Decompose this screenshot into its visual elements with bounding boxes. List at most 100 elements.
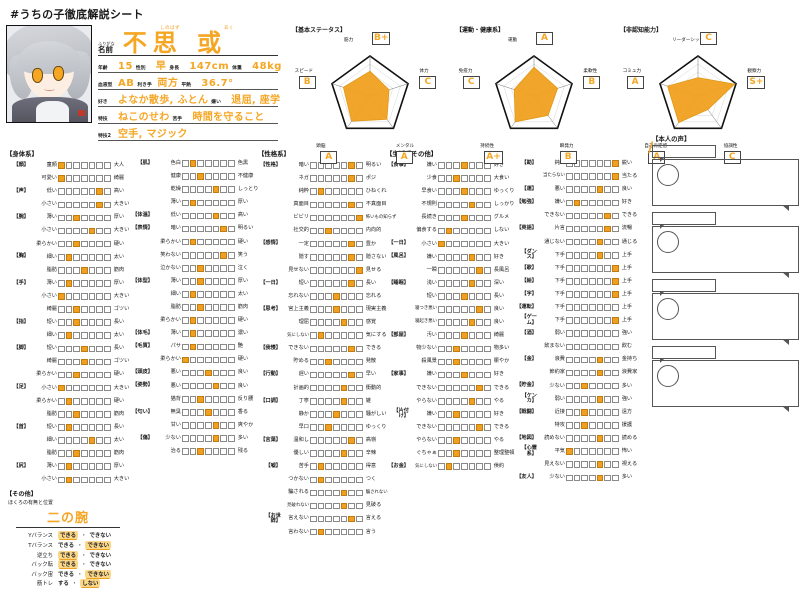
voice-text-bubble[interactable] bbox=[652, 226, 799, 278]
trait-checkbox[interactable] bbox=[333, 201, 340, 209]
trait-checkbox[interactable] bbox=[581, 343, 588, 351]
trait-checkbox[interactable] bbox=[325, 175, 332, 182]
trait-checkbox[interactable] bbox=[310, 214, 317, 222]
trait-checkbox[interactable] bbox=[453, 188, 460, 196]
trait-checkbox[interactable] bbox=[205, 422, 212, 429]
trait-checkbox[interactable] bbox=[96, 424, 104, 431]
trait-checkbox[interactable] bbox=[461, 437, 468, 444]
trait-checkbox[interactable] bbox=[461, 397, 468, 405]
trait-scale[interactable] bbox=[182, 160, 235, 167]
trait-scale[interactable] bbox=[310, 437, 363, 444]
trait-checkbox[interactable] bbox=[104, 358, 111, 366]
trait-checkbox[interactable] bbox=[310, 227, 317, 235]
trait-checkbox[interactable] bbox=[205, 291, 212, 298]
trait-checkbox[interactable] bbox=[96, 358, 104, 366]
trait-checkbox[interactable] bbox=[197, 330, 204, 338]
trait-scale[interactable] bbox=[438, 384, 491, 392]
trait-checkbox[interactable] bbox=[317, 345, 325, 353]
trait-checkbox[interactable] bbox=[325, 502, 332, 510]
trait-checkbox[interactable] bbox=[65, 476, 73, 484]
trait-scale[interactable] bbox=[438, 280, 491, 287]
trait-checkbox[interactable] bbox=[566, 369, 573, 377]
trait-checkbox[interactable] bbox=[438, 253, 445, 261]
trait-checkbox[interactable] bbox=[340, 188, 348, 196]
trait-checkbox[interactable] bbox=[205, 330, 212, 338]
trait-scale[interactable] bbox=[438, 358, 491, 366]
trait-checkbox[interactable] bbox=[65, 371, 73, 379]
voice-text-bubble[interactable] bbox=[652, 360, 799, 412]
trait-checkbox[interactable] bbox=[476, 267, 484, 274]
trait-checkbox[interactable] bbox=[356, 214, 363, 222]
trait-checkbox[interactable] bbox=[310, 371, 317, 379]
trait-checkbox[interactable] bbox=[189, 291, 197, 298]
trait-checkbox[interactable] bbox=[73, 175, 80, 182]
trait-checkbox[interactable] bbox=[325, 489, 332, 497]
trait-checkbox[interactable] bbox=[182, 238, 189, 246]
trait-checkbox[interactable] bbox=[197, 173, 204, 180]
trait-checkbox[interactable] bbox=[340, 358, 348, 366]
trait-checkbox[interactable] bbox=[73, 358, 80, 366]
trait-scale[interactable] bbox=[438, 267, 491, 274]
trait-checkbox[interactable] bbox=[461, 463, 468, 470]
trait-checkbox[interactable] bbox=[453, 437, 460, 444]
trait-checkbox[interactable] bbox=[104, 332, 111, 340]
trait-checkbox[interactable] bbox=[348, 371, 356, 379]
trait-checkbox[interactable] bbox=[581, 265, 588, 272]
trait-checkbox[interactable] bbox=[317, 240, 325, 248]
trait-checkbox[interactable] bbox=[58, 214, 65, 222]
trait-checkbox[interactable] bbox=[453, 319, 460, 326]
trait-checkbox[interactable] bbox=[581, 238, 588, 246]
trait-checkbox[interactable] bbox=[340, 384, 348, 392]
trait-checkbox[interactable] bbox=[317, 332, 325, 340]
trait-scale[interactable] bbox=[310, 502, 363, 510]
trait-checkbox[interactable] bbox=[333, 306, 340, 313]
trait-checkbox[interactable] bbox=[73, 201, 80, 209]
trait-checkbox[interactable] bbox=[220, 278, 228, 285]
trait-checkbox[interactable] bbox=[589, 330, 596, 338]
trait-checkbox[interactable] bbox=[104, 240, 111, 248]
trait-checkbox[interactable] bbox=[96, 267, 104, 274]
trait-checkbox[interactable] bbox=[88, 411, 96, 418]
trait-scale[interactable] bbox=[438, 201, 491, 209]
trait-checkbox[interactable] bbox=[73, 411, 80, 418]
trait-checkbox[interactable] bbox=[96, 227, 104, 235]
trait-scale[interactable] bbox=[58, 267, 111, 274]
trait-checkbox[interactable] bbox=[73, 371, 80, 379]
trait-checkbox[interactable] bbox=[73, 332, 80, 340]
trait-checkbox[interactable] bbox=[484, 450, 491, 457]
trait-scale[interactable] bbox=[310, 345, 363, 353]
trait-checkbox[interactable] bbox=[484, 306, 491, 313]
trait-checkbox[interactable] bbox=[340, 476, 348, 484]
trait-checkbox[interactable] bbox=[88, 280, 96, 287]
trait-checkbox[interactable] bbox=[604, 160, 612, 167]
trait-checkbox[interactable] bbox=[228, 382, 235, 390]
trait-checkbox[interactable] bbox=[445, 214, 453, 222]
trait-scale[interactable] bbox=[182, 317, 235, 324]
trait-checkbox[interactable] bbox=[325, 528, 332, 536]
trait-checkbox[interactable] bbox=[58, 345, 65, 353]
trait-checkbox[interactable] bbox=[81, 463, 88, 470]
trait-checkbox[interactable] bbox=[58, 463, 65, 470]
trait-checkbox[interactable] bbox=[212, 317, 220, 324]
trait-checkbox[interactable] bbox=[333, 280, 340, 287]
trait-checkbox[interactable] bbox=[468, 358, 476, 366]
trait-checkbox[interactable] bbox=[596, 317, 604, 324]
trait-checkbox[interactable] bbox=[461, 306, 468, 313]
trait-scale[interactable] bbox=[566, 304, 619, 311]
trait-checkbox[interactable] bbox=[348, 201, 356, 209]
trait-checkbox[interactable] bbox=[612, 186, 619, 194]
trait-checkbox[interactable] bbox=[566, 409, 573, 416]
trait-checkbox[interactable] bbox=[182, 199, 189, 207]
trait-checkbox[interactable] bbox=[596, 304, 604, 311]
trait-checkbox[interactable] bbox=[453, 463, 460, 470]
trait-checkbox[interactable] bbox=[566, 304, 573, 311]
trait-scale[interactable] bbox=[182, 173, 235, 180]
trait-checkbox[interactable] bbox=[589, 186, 596, 194]
trait-checkbox[interactable] bbox=[589, 278, 596, 285]
trait-scale[interactable] bbox=[182, 225, 235, 233]
trait-checkbox[interactable] bbox=[73, 319, 80, 326]
trait-checkbox[interactable] bbox=[340, 515, 348, 523]
trait-checkbox[interactable] bbox=[197, 448, 204, 455]
trait-checkbox[interactable] bbox=[65, 424, 73, 431]
trait-checkbox[interactable] bbox=[348, 280, 356, 287]
